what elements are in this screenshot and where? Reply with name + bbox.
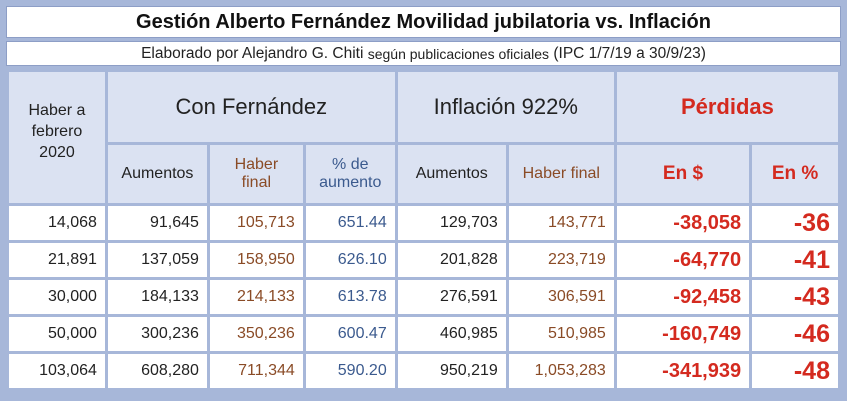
cell-haber: 103,064 <box>9 354 105 388</box>
cell-haber-final: 214,133 <box>209 280 303 314</box>
cell-aumentos: 300,236 <box>107 317 207 351</box>
cell-pct-aumento: 651.44 <box>305 206 395 240</box>
header-aumentos: Aumentos <box>107 145 207 203</box>
table-row: 103,064 608,280 711,344 590.20 950,219 1… <box>9 354 838 388</box>
cell-haber-final: 105,713 <box>209 206 303 240</box>
cell-aumentos: 608,280 <box>107 354 207 388</box>
cell-haber: 50,000 <box>9 317 105 351</box>
cell-aumentos: 137,059 <box>107 243 207 277</box>
data-table: Haber a febrero 2020 Con Fernández Infla… <box>6 69 841 391</box>
cell-haber: 30,000 <box>9 280 105 314</box>
cell-pct-aumento: 590.20 <box>305 354 395 388</box>
cell-pct-aumento: 600.47 <box>305 317 395 351</box>
cell-aumentos-inflacion: 460,985 <box>397 317 506 351</box>
cell-aumentos: 184,133 <box>107 280 207 314</box>
cell-haber: 14,068 <box>9 206 105 240</box>
header-en-pct: En % <box>752 145 838 203</box>
cell-perdida-pesos: -92,458 <box>616 280 750 314</box>
table-row: 50,000 300,236 350,236 600.47 460,985 51… <box>9 317 838 351</box>
cell-perdida-pesos: -341,939 <box>616 354 750 388</box>
table-row: 21,891 137,059 158,950 626.10 201,828 22… <box>9 243 838 277</box>
cell-perdida-pct: -48 <box>752 354 838 388</box>
page-title: Gestión Alberto Fernández Movilidad jubi… <box>6 6 841 38</box>
cell-haber: 21,891 <box>9 243 105 277</box>
header-haber-febrero-2020: Haber a febrero 2020 <box>9 72 105 203</box>
header-haber-final-inflacion: Haber final <box>508 145 614 203</box>
cell-aumentos: 91,645 <box>107 206 207 240</box>
cell-aumentos-inflacion: 276,591 <box>397 280 506 314</box>
header-aumentos-inflacion: Aumentos <box>397 145 506 203</box>
cell-perdida-pesos: -64,770 <box>616 243 750 277</box>
cell-aumentos-inflacion: 950,219 <box>397 354 506 388</box>
header-con-fernandez: Con Fernández <box>107 72 395 142</box>
cell-pct-aumento: 613.78 <box>305 280 395 314</box>
cell-aumentos-inflacion: 201,828 <box>397 243 506 277</box>
table-row: 14,068 91,645 105,713 651.44 129,703 143… <box>9 206 838 240</box>
cell-haber-final-inflacion: 223,719 <box>508 243 614 277</box>
header-haber-final: Haber final <box>209 145 303 203</box>
cell-haber-final: 350,236 <box>209 317 303 351</box>
subtitle-author: Elaborado por Alejandro G. Chiti <box>141 44 364 62</box>
cell-pct-aumento: 626.10 <box>305 243 395 277</box>
cell-perdida-pct: -41 <box>752 243 838 277</box>
cell-haber-final-inflacion: 1,053,283 <box>508 354 614 388</box>
cell-haber-final-inflacion: 306,591 <box>508 280 614 314</box>
subtitle: Elaborado por Alejandro G. Chiti según p… <box>6 41 841 66</box>
cell-perdida-pct: -43 <box>752 280 838 314</box>
header-pct-aumento: % de aumento <box>305 145 395 203</box>
cell-haber-final-inflacion: 143,771 <box>508 206 614 240</box>
header-inflacion: Inflación 922% <box>397 72 614 142</box>
cell-perdida-pesos: -160,749 <box>616 317 750 351</box>
cell-haber-final-inflacion: 510,985 <box>508 317 614 351</box>
cell-haber-final: 158,950 <box>209 243 303 277</box>
cell-haber-final: 711,344 <box>209 354 303 388</box>
subtitle-period: (IPC 1/7/19 a 30/9/23) <box>553 44 706 62</box>
cell-perdida-pct: -36 <box>752 206 838 240</box>
cell-perdida-pct: -46 <box>752 317 838 351</box>
cell-perdida-pesos: -38,058 <box>616 206 750 240</box>
cell-aumentos-inflacion: 129,703 <box>397 206 506 240</box>
header-en-pesos: En $ <box>616 145 750 203</box>
table-row: 30,000 184,133 214,133 613.78 276,591 30… <box>9 280 838 314</box>
header-perdidas: Pérdidas <box>616 72 838 142</box>
subtitle-source: según publicaciones oficiales <box>367 45 550 62</box>
